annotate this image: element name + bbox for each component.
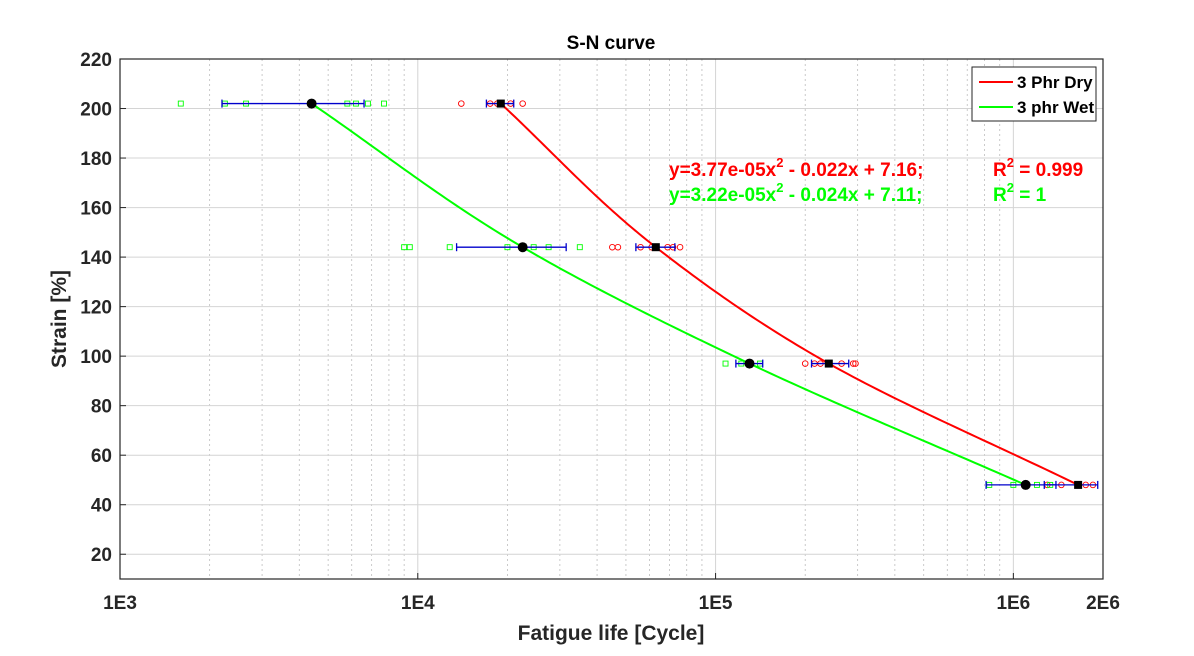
fit-equation-wet: y=3.22e-05x2 - 0.024x + 7.11; R2 = 1 [669,180,1047,206]
legend-label-dry: 3 Phr Dry [1017,73,1093,92]
mean-marker-dry [496,99,505,108]
y-axis-ticks: 20 40 60 80 100 120 140 160 180 200 220 [80,50,126,566]
y-tick-label: 140 [80,248,112,269]
y-tick-label: 40 [91,496,112,517]
sample-marker-dry [614,243,622,251]
y-tick-label: 120 [80,298,112,319]
y-tick-label: 60 [91,446,112,467]
r2-dry-text: R2 = 0.999 [993,155,1083,181]
mean-markers [306,98,1083,490]
r2-wet-label: R [993,185,1007,206]
y-tick-label: 80 [91,397,112,418]
sample-marker-wet [576,244,583,251]
sample-marker-wet [177,100,184,107]
sample-marker-wet [722,360,729,367]
fit-curve-0 [500,102,1079,486]
legend-label-wet: 3 phr Wet [1017,98,1094,117]
fit-equation-dry: y=3.77e-05x2 - 0.022x + 7.16; R2 = 0.999 [669,155,1083,181]
r2-dry-label: R [993,160,1007,181]
eq-dry-rest: - 0.022x + 7.16; [783,160,923,181]
r2-dry-value: = 0.999 [1014,160,1083,181]
eq-dry-main: y=3.77e-05x [669,160,777,181]
y-tick-label: 200 [80,100,112,121]
y-tick-label: 160 [80,199,112,220]
mean-marker-wet [306,98,317,109]
x-axis-ticks: 1E3 1E4 1E5 1E6 2E6 [103,573,1120,614]
sample-marker-dry [676,243,684,251]
mean-marker-wet [517,242,528,253]
sample-marker-dry [852,360,859,367]
sample-marker-dry [801,360,809,367]
mean-marker-wet [744,358,755,369]
legend: 3 Phr Dry 3 phr Wet [971,66,1097,122]
sample-marker-wet [406,244,413,251]
chart-title: S-N curve [567,33,656,54]
plot-frame [119,58,1104,580]
eq-wet-exp: 2 [776,180,783,195]
r2-wet-exp: 2 [1007,180,1014,195]
eq-wet-rest: - 0.024x + 7.11; [783,185,922,206]
sample-marker-wet [364,100,371,107]
mean-marker-wet [1020,479,1031,490]
fit-curves [311,102,1079,486]
y-tick-label: 220 [80,50,112,71]
eq-dry-exp: 2 [776,155,783,170]
legend-box [971,66,1097,122]
r2-wet-text: R2 = 1 [993,180,1047,206]
r2-dry-exp: 2 [1007,155,1014,170]
eq-wet-main: y=3.22e-05x [669,185,777,206]
sample-marker-wet [446,244,453,251]
fit-equation-wet-text: y=3.22e-05x2 - 0.024x + 7.11; [669,180,922,206]
x-tick-label: 2E6 [1086,593,1120,614]
fit-equation-dry-text: y=3.77e-05x2 - 0.022x + 7.16; [669,155,923,181]
x-axis-title: Fatigue life [Cycle] [518,622,705,645]
r2-wet-value: = 1 [1014,185,1047,206]
x-tick-label: 1E6 [996,593,1030,614]
x-tick-label: 1E4 [401,593,435,614]
sample-marker-wet [381,100,387,107]
sample-marker-dry [850,360,857,367]
fit-curve-1 [311,102,1027,486]
x-tick-label: 1E3 [103,593,137,614]
y-tick-label: 100 [80,347,112,368]
plot-background [120,59,1103,579]
sample-marker-dry [519,100,526,107]
sample-marker-dry [458,100,465,107]
y-tick-label: 180 [80,149,112,170]
mean-marker-dry [824,359,833,368]
x-tick-label: 1E5 [699,593,733,614]
mean-marker-dry [1074,480,1083,489]
sample-marker-wet [401,244,408,251]
y-tick-label: 20 [91,545,112,566]
mean-marker-dry [651,243,660,252]
y-axis-title: Strain [%] [48,270,71,368]
